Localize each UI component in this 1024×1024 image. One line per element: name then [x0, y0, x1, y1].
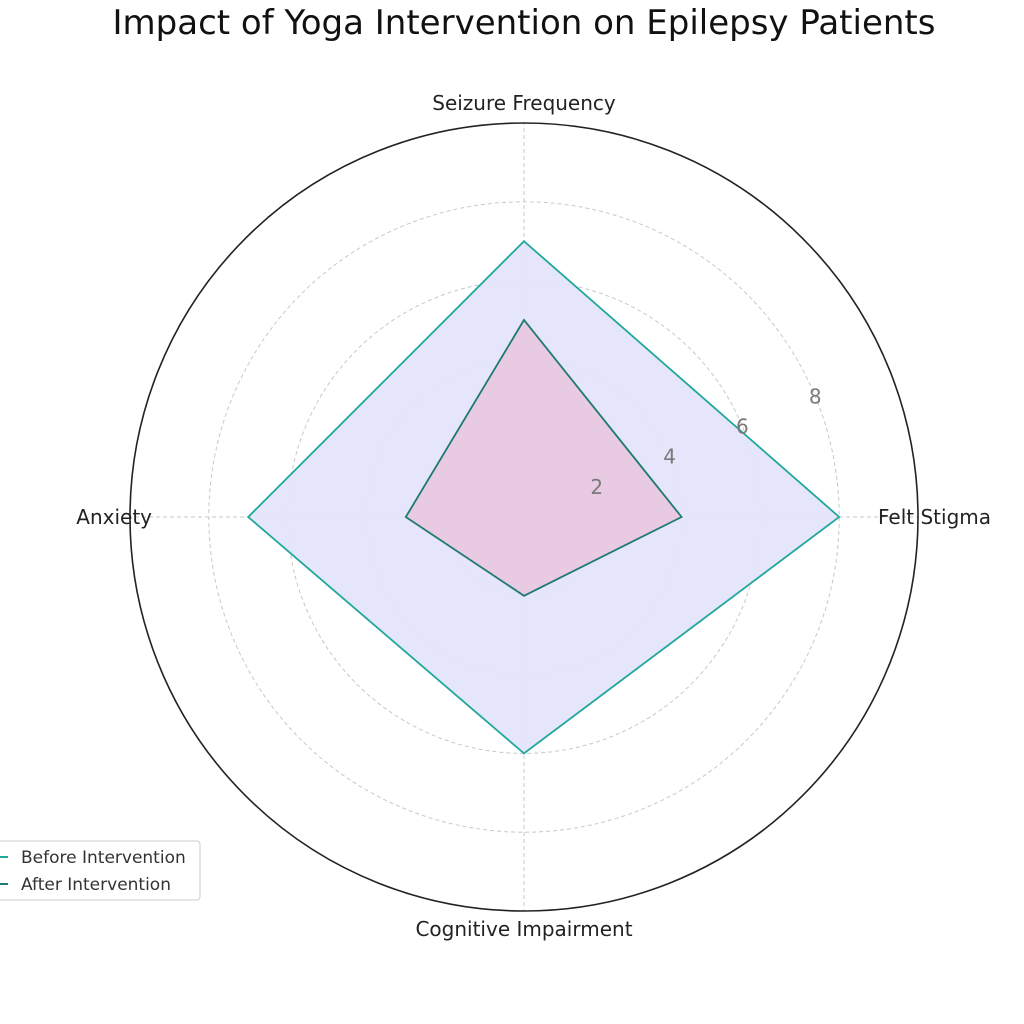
axis-label: Anxiety: [76, 505, 152, 529]
outer-frame: [129, 122, 919, 912]
radar-series: [246, 239, 841, 755]
legend-label: Before Intervention: [21, 848, 186, 868]
r-tick-label: 6: [736, 415, 749, 439]
chart-title: Impact of Yoga Intervention on Epilepsy …: [113, 3, 936, 43]
series-fill-1: [405, 320, 682, 596]
r-tick-label: 4: [663, 445, 676, 469]
series-line-0: [246, 239, 841, 755]
r-tick-label: 2: [590, 475, 603, 499]
axis-label: Cognitive Impairment: [415, 917, 632, 941]
axis-labels: Felt Stigma Seizure Frequency Anxiety Cogni…: [76, 91, 991, 941]
axis-label: Felt Stigma: [878, 505, 991, 529]
legend-label: After Intervention: [21, 875, 171, 895]
legend: Before Intervention After Intervention: [0, 840, 201, 901]
series-line-1: [404, 318, 683, 597]
legend-box: [0, 840, 201, 901]
r-tick-label: 8: [809, 384, 822, 408]
radial-tick-labels: 2 4 6 8: [590, 384, 821, 498]
axis-label: Seizure Frequency: [432, 91, 616, 115]
